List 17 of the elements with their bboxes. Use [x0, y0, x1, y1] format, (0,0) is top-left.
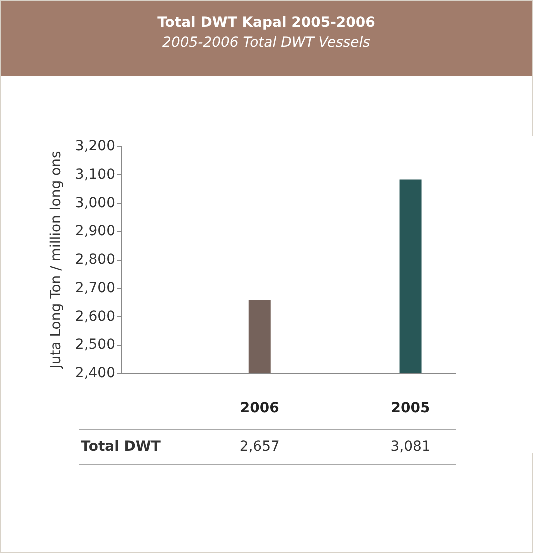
text: Total DWT — [81, 439, 161, 455]
chart-subtitle: 2005-2006 Total DWT Vessels — [162, 35, 372, 51]
y-tick-label: 2,500 — [75, 337, 116, 354]
y-tick-label: 2,800 — [75, 252, 116, 268]
data-label: 3,081 — [390, 439, 431, 455]
y-tick-label: 3,000 — [75, 195, 116, 212]
y-tick-label: 3,200 — [75, 138, 116, 154]
y-axis-title: Juta Long Ton / million long ons — [48, 151, 64, 370]
y-tick-label: 2,400 — [75, 366, 116, 382]
data-label: 2,657 — [240, 439, 280, 455]
x-tick-label: 2006 — [240, 400, 280, 416]
y-tick-label: 2,700 — [75, 280, 116, 296]
y-tick-label: 3,100 — [75, 166, 116, 183]
chart-title: Total DWT Kapal 2005-2006 — [156, 15, 376, 31]
y-tick-label: 2,600 — [75, 308, 116, 325]
y-tick-label: 2,900 — [75, 224, 116, 240]
x-tick-label: 2005 — [391, 400, 430, 416]
